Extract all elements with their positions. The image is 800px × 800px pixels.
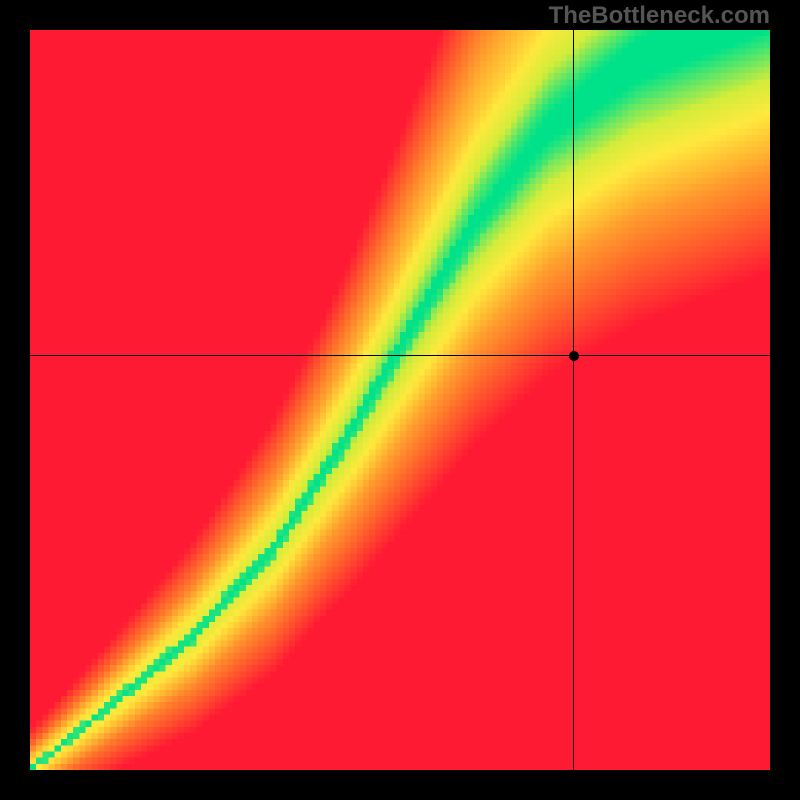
watermark-text: TheBottleneck.com [549,2,770,30]
bottleneck-heatmap [30,30,770,770]
crosshair-horizontal [30,355,770,356]
crosshair-marker [569,351,579,361]
chart-container: TheBottleneck.com [0,0,800,800]
crosshair-vertical [573,30,574,770]
